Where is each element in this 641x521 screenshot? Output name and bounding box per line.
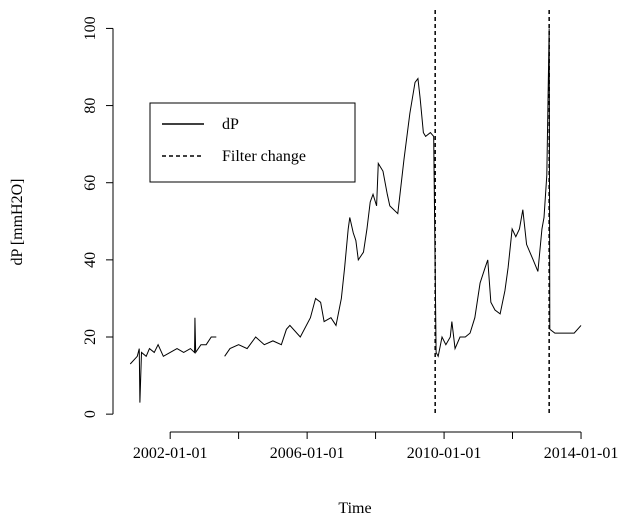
legend-label: dP	[222, 116, 239, 133]
y-tick-label: 100	[82, 16, 99, 40]
x-tick-label: 2010-01-01	[407, 445, 482, 462]
y-tick-label: 40	[82, 252, 99, 268]
y-tick-label: 80	[82, 98, 99, 114]
legend-label: Filter change	[222, 148, 306, 165]
x-tick-label: 2002-01-01	[133, 445, 208, 462]
x-tick-label: 2014-01-01	[544, 445, 619, 462]
y-tick-label: 20	[82, 329, 99, 345]
x-tick-label: 2006-01-01	[270, 445, 345, 462]
data-line	[129, 28, 582, 403]
x-axis-label: Time	[338, 500, 371, 517]
y-tick-label: 60	[82, 175, 99, 191]
y-axis-label: dP [mmH2O]	[9, 179, 26, 266]
y-tick-label: 0	[82, 410, 99, 418]
legend-box	[149, 102, 356, 183]
